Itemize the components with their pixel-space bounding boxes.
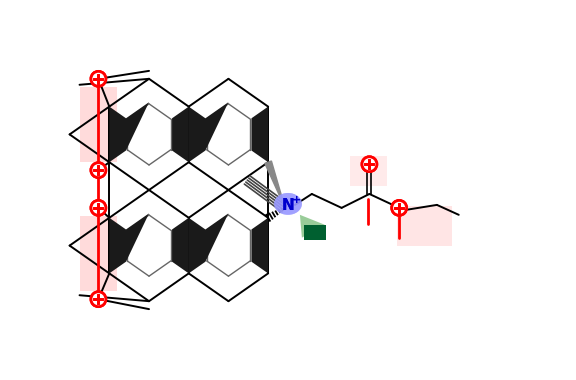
Circle shape — [392, 200, 407, 215]
Circle shape — [91, 163, 106, 177]
Polygon shape — [252, 107, 268, 162]
Circle shape — [91, 200, 106, 215]
FancyBboxPatch shape — [79, 87, 118, 162]
FancyBboxPatch shape — [397, 206, 452, 245]
Polygon shape — [172, 107, 189, 162]
Circle shape — [91, 163, 106, 177]
Circle shape — [91, 71, 106, 86]
Polygon shape — [300, 215, 325, 238]
Text: +: + — [292, 195, 301, 205]
Ellipse shape — [274, 193, 302, 215]
Circle shape — [91, 292, 106, 307]
Circle shape — [91, 200, 106, 215]
Polygon shape — [109, 213, 149, 273]
Polygon shape — [189, 102, 229, 162]
Circle shape — [392, 200, 407, 215]
FancyBboxPatch shape — [79, 216, 118, 291]
Polygon shape — [189, 213, 229, 273]
Text: N: N — [282, 198, 295, 214]
FancyBboxPatch shape — [350, 156, 387, 186]
Polygon shape — [265, 161, 285, 208]
Text: N: N — [282, 198, 295, 214]
Circle shape — [91, 292, 106, 307]
Polygon shape — [109, 102, 149, 162]
Circle shape — [362, 157, 377, 172]
Text: +: + — [292, 195, 301, 205]
Polygon shape — [172, 218, 189, 273]
Circle shape — [91, 71, 106, 86]
Circle shape — [362, 157, 377, 172]
Polygon shape — [252, 218, 268, 273]
Ellipse shape — [274, 193, 302, 215]
Polygon shape — [304, 225, 325, 240]
